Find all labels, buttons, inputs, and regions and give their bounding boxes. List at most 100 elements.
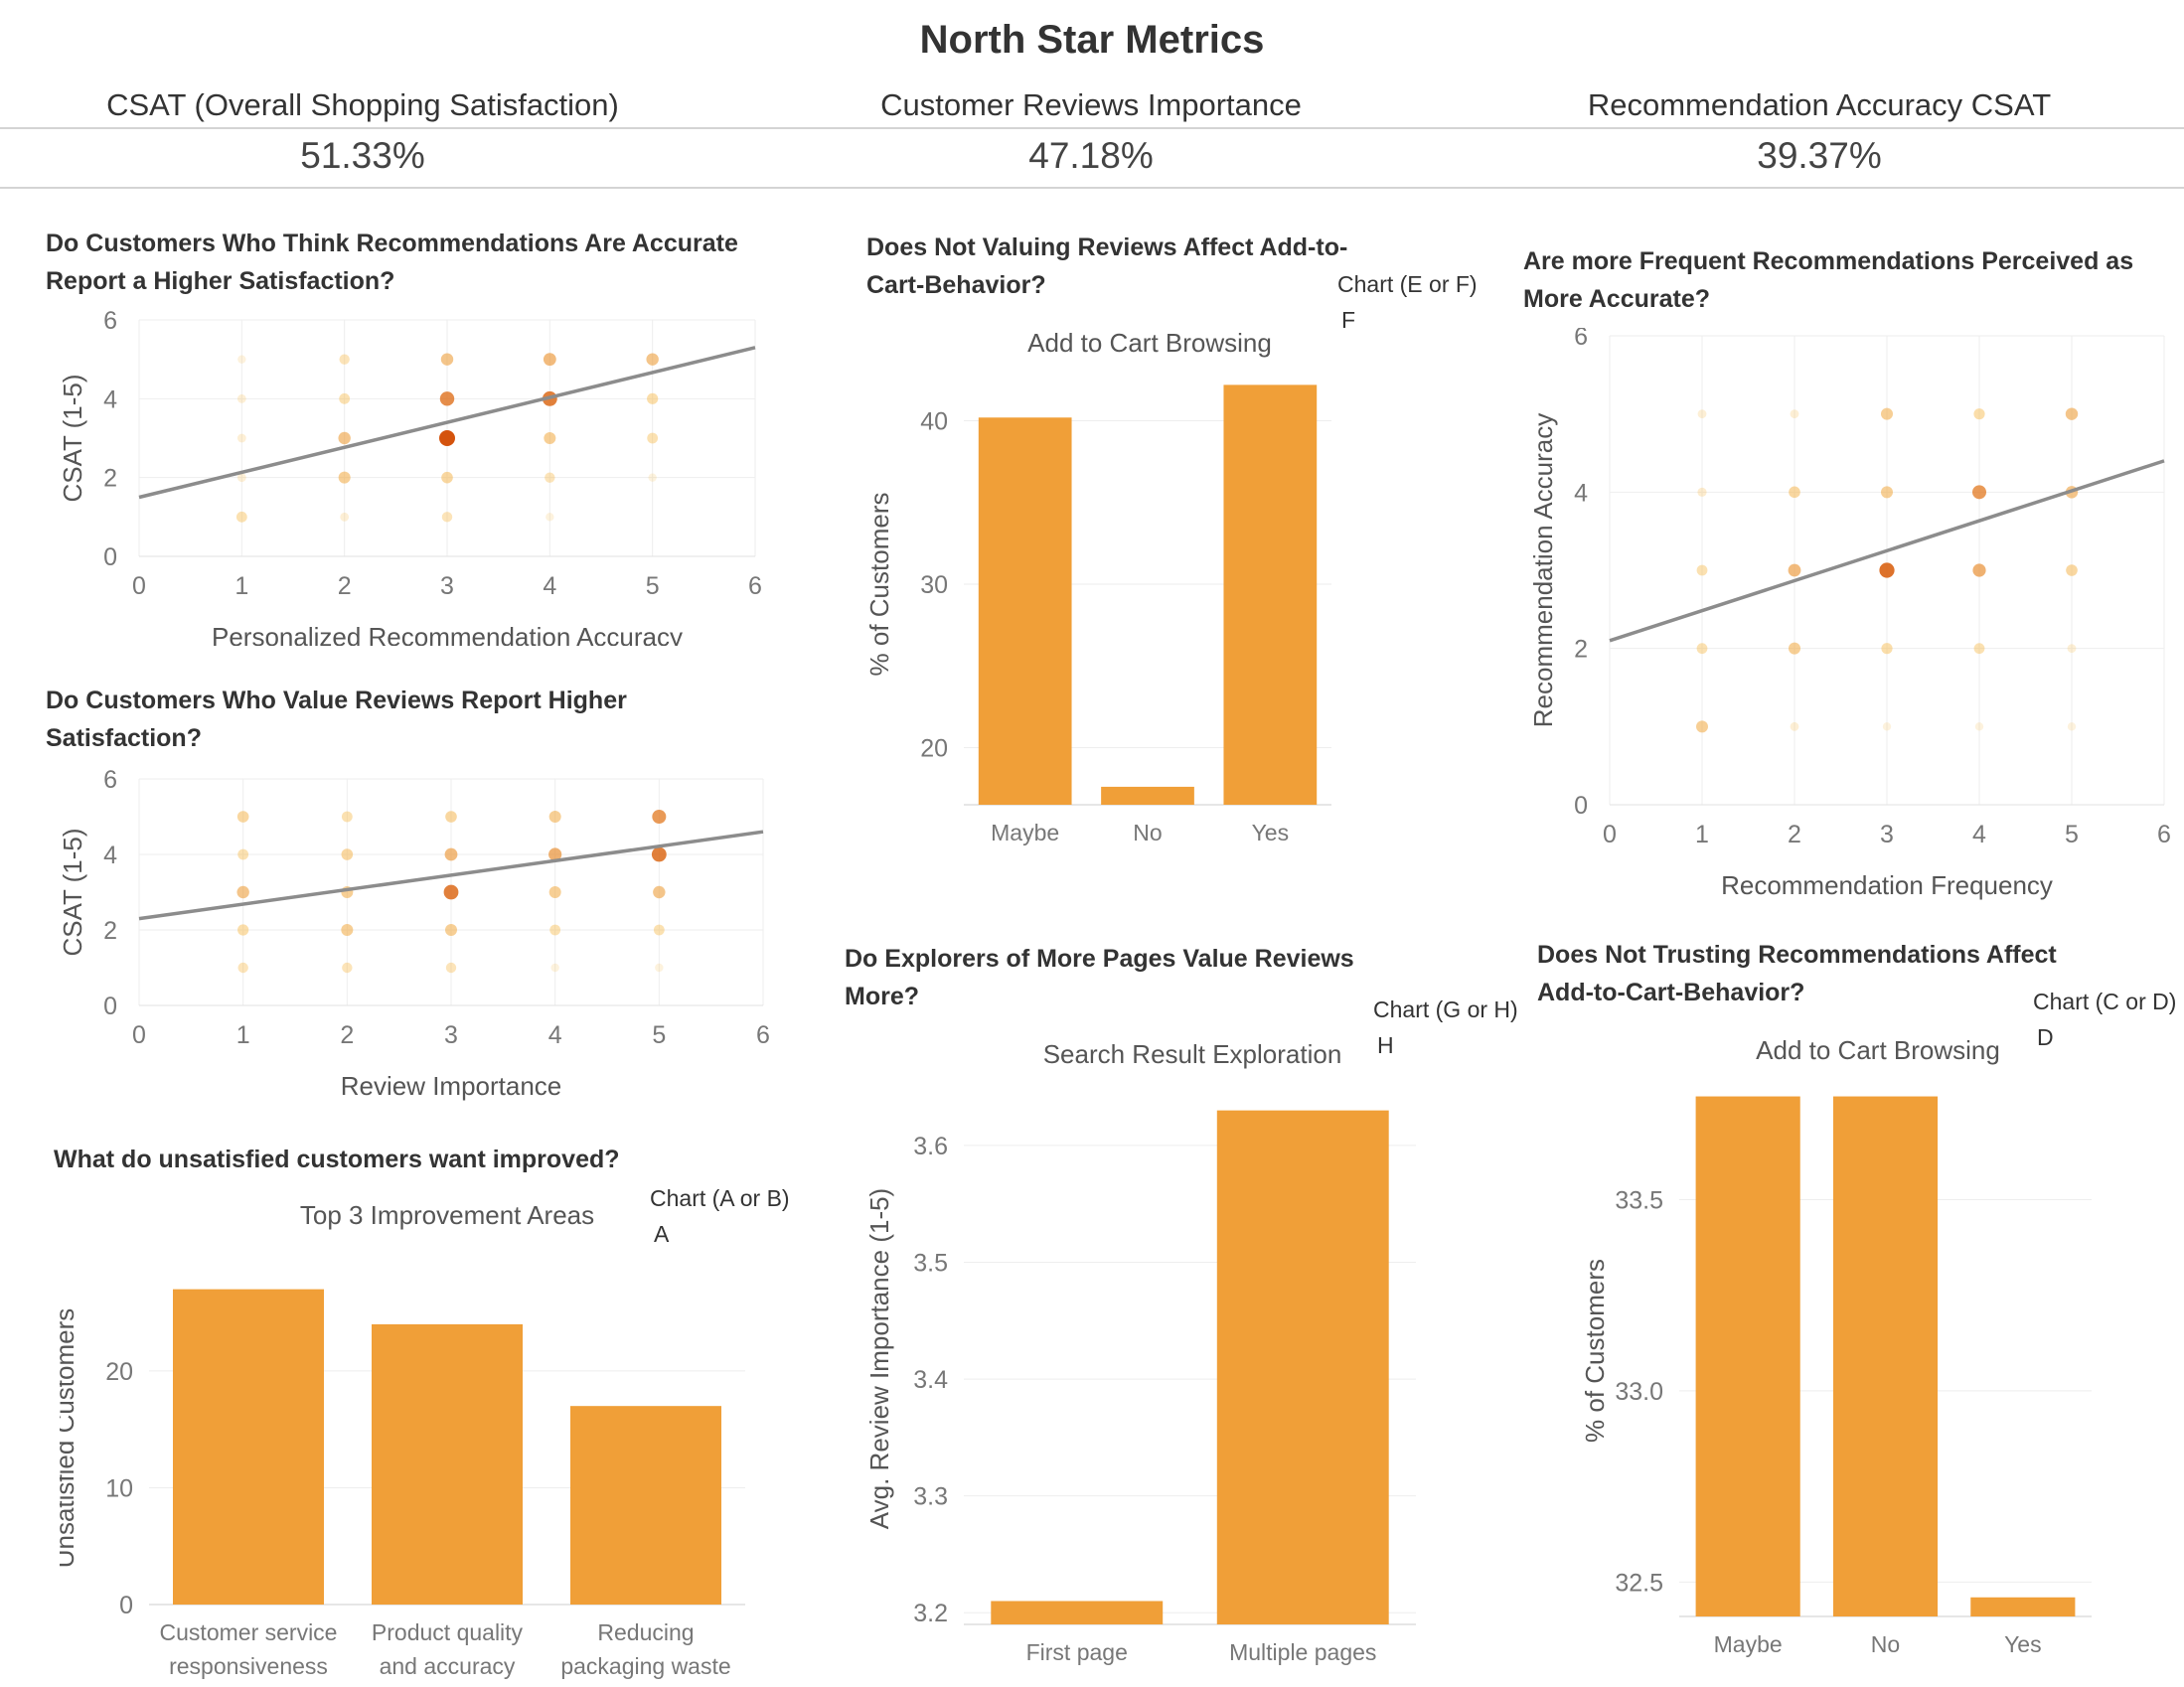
data-point xyxy=(1879,562,1895,578)
data-point xyxy=(549,924,561,936)
data-point xyxy=(1974,722,1984,731)
bar xyxy=(570,1406,721,1605)
data-point xyxy=(339,354,350,365)
x-tick-label: 6 xyxy=(748,572,762,600)
x-tick-label: 1 xyxy=(236,1021,250,1049)
y-tick-label: 4 xyxy=(103,842,117,869)
y-tick-label: 3.6 xyxy=(913,1133,948,1160)
data-point xyxy=(440,353,454,366)
y-axis-title: % of Customers xyxy=(864,493,894,677)
data-point xyxy=(543,353,556,367)
chart-selector-label: Chart (G or H) xyxy=(1373,997,1518,1022)
kpi-divider-bottom xyxy=(0,187,2184,189)
chart-title-improvement-areas: Top 3 Improvement Areas xyxy=(299,1200,595,1230)
x-axis-title: Recommendation Frequency xyxy=(1721,870,2053,900)
y-tick-label: 0 xyxy=(1574,792,1588,820)
data-point xyxy=(236,811,249,823)
data-point xyxy=(1697,487,1707,497)
data-point xyxy=(544,432,556,444)
x-tick-label: 3 xyxy=(440,572,454,600)
data-point xyxy=(1788,563,1801,577)
y-tick-label: 3.5 xyxy=(913,1249,948,1277)
kpi-rec-accuracy-value: 39.37% xyxy=(1757,135,1882,176)
data-point xyxy=(1789,642,1800,655)
data-point xyxy=(2065,407,2079,420)
category-label: First page xyxy=(1026,1639,1128,1665)
data-point xyxy=(237,355,246,364)
data-point xyxy=(339,392,351,404)
data-point xyxy=(443,884,459,900)
bar xyxy=(978,417,1072,805)
chart-selector-note-cd: Chart (C or D) D xyxy=(2033,984,2176,1055)
category-label: Maybe xyxy=(991,820,1059,845)
data-point xyxy=(1881,407,1893,420)
category-label: Maybe xyxy=(1714,1631,1783,1657)
bar xyxy=(173,1289,324,1605)
data-point xyxy=(647,392,659,404)
y-tick-label: 3.4 xyxy=(913,1366,948,1394)
chart-selector-note-ef: Chart (E or F) F xyxy=(1337,266,1478,338)
data-point xyxy=(648,473,657,482)
y-tick-label: 6 xyxy=(103,767,117,794)
data-point xyxy=(546,513,554,522)
data-point xyxy=(439,391,455,406)
data-point xyxy=(1972,485,1986,500)
y-axis-title: % of Customers xyxy=(1580,1259,1610,1443)
x-tick-label: 6 xyxy=(756,1021,770,1049)
data-point xyxy=(1696,720,1708,733)
data-point xyxy=(338,431,351,445)
data-point xyxy=(441,512,453,523)
y-tick-label: 32.5 xyxy=(1615,1569,1663,1597)
data-point xyxy=(237,848,249,860)
data-point xyxy=(545,472,555,483)
data-point xyxy=(1881,486,1893,499)
x-tick-label: 0 xyxy=(1603,821,1617,848)
trend-line xyxy=(1609,459,2165,643)
data-point xyxy=(236,393,246,403)
y-tick-label: 2 xyxy=(103,917,117,945)
data-point xyxy=(235,511,247,523)
data-point xyxy=(1696,643,1708,655)
bar-chart-reviews-add-to-cart: 20 30 40 % of Customers Maybe No Yes xyxy=(864,384,1331,845)
bar xyxy=(1832,1096,1939,1616)
category-label: Reducing xyxy=(597,1619,694,1645)
data-point xyxy=(2067,722,2077,731)
data-point xyxy=(236,433,246,443)
data-point xyxy=(646,353,659,366)
data-point xyxy=(340,512,350,522)
data-point xyxy=(1882,722,1892,731)
data-point xyxy=(237,962,248,974)
kpi-reviews-label: Customer Reviews Importance xyxy=(880,87,1302,122)
category-label: Yes xyxy=(2004,1631,2042,1657)
bar xyxy=(1101,786,1194,805)
data-point xyxy=(548,886,561,898)
data-point xyxy=(439,430,455,446)
chart-selector-label: Chart (A or B) xyxy=(650,1185,790,1211)
question-improvement-areas: What do unsatisfied customers want impro… xyxy=(54,1146,620,1173)
y-tick-label: 40 xyxy=(920,408,948,436)
data-point xyxy=(445,811,457,823)
x-tick-label: 5 xyxy=(652,1021,666,1049)
chart-selector-note-gh: Chart (G or H) H xyxy=(1373,992,1518,1063)
x-axis-title: Review Importance xyxy=(341,1071,562,1101)
y-tick-label: 2 xyxy=(1574,636,1588,664)
data-point xyxy=(548,811,561,823)
data-point xyxy=(1697,409,1707,419)
chart-title-add-to-cart-reviews: Add to Cart Browsing xyxy=(1027,328,1272,358)
y-axis-title: Recommendation Accuracy xyxy=(1528,413,1558,727)
bar xyxy=(1216,1110,1389,1624)
chart-selector-label: Chart (C or D) xyxy=(2033,989,2177,1014)
y-tick-label: 3.3 xyxy=(913,1483,948,1511)
category-label: No xyxy=(1871,1631,1900,1657)
question-reviews-add-to-cart: Does Not Valuing Reviews Affect Add-to-C… xyxy=(866,233,1348,299)
data-point xyxy=(1696,564,1708,576)
bar xyxy=(372,1323,523,1605)
data-point xyxy=(338,471,351,484)
scatter-rec-frequency-accuracy: 0 1 2 3 4 5 6 0 2 4 6 Recommendation Frequency Recom… xyxy=(1528,328,2171,900)
y-tick-label: 20 xyxy=(920,734,948,762)
question-review-importance-csat: Do Customers Who Value Reviews Report Hi… xyxy=(46,687,627,752)
y-tick-label: 10 xyxy=(105,1474,133,1502)
x-tick-label: 1 xyxy=(234,572,248,600)
data-point xyxy=(647,432,659,444)
chart-selector-value: H xyxy=(1377,1032,1394,1058)
